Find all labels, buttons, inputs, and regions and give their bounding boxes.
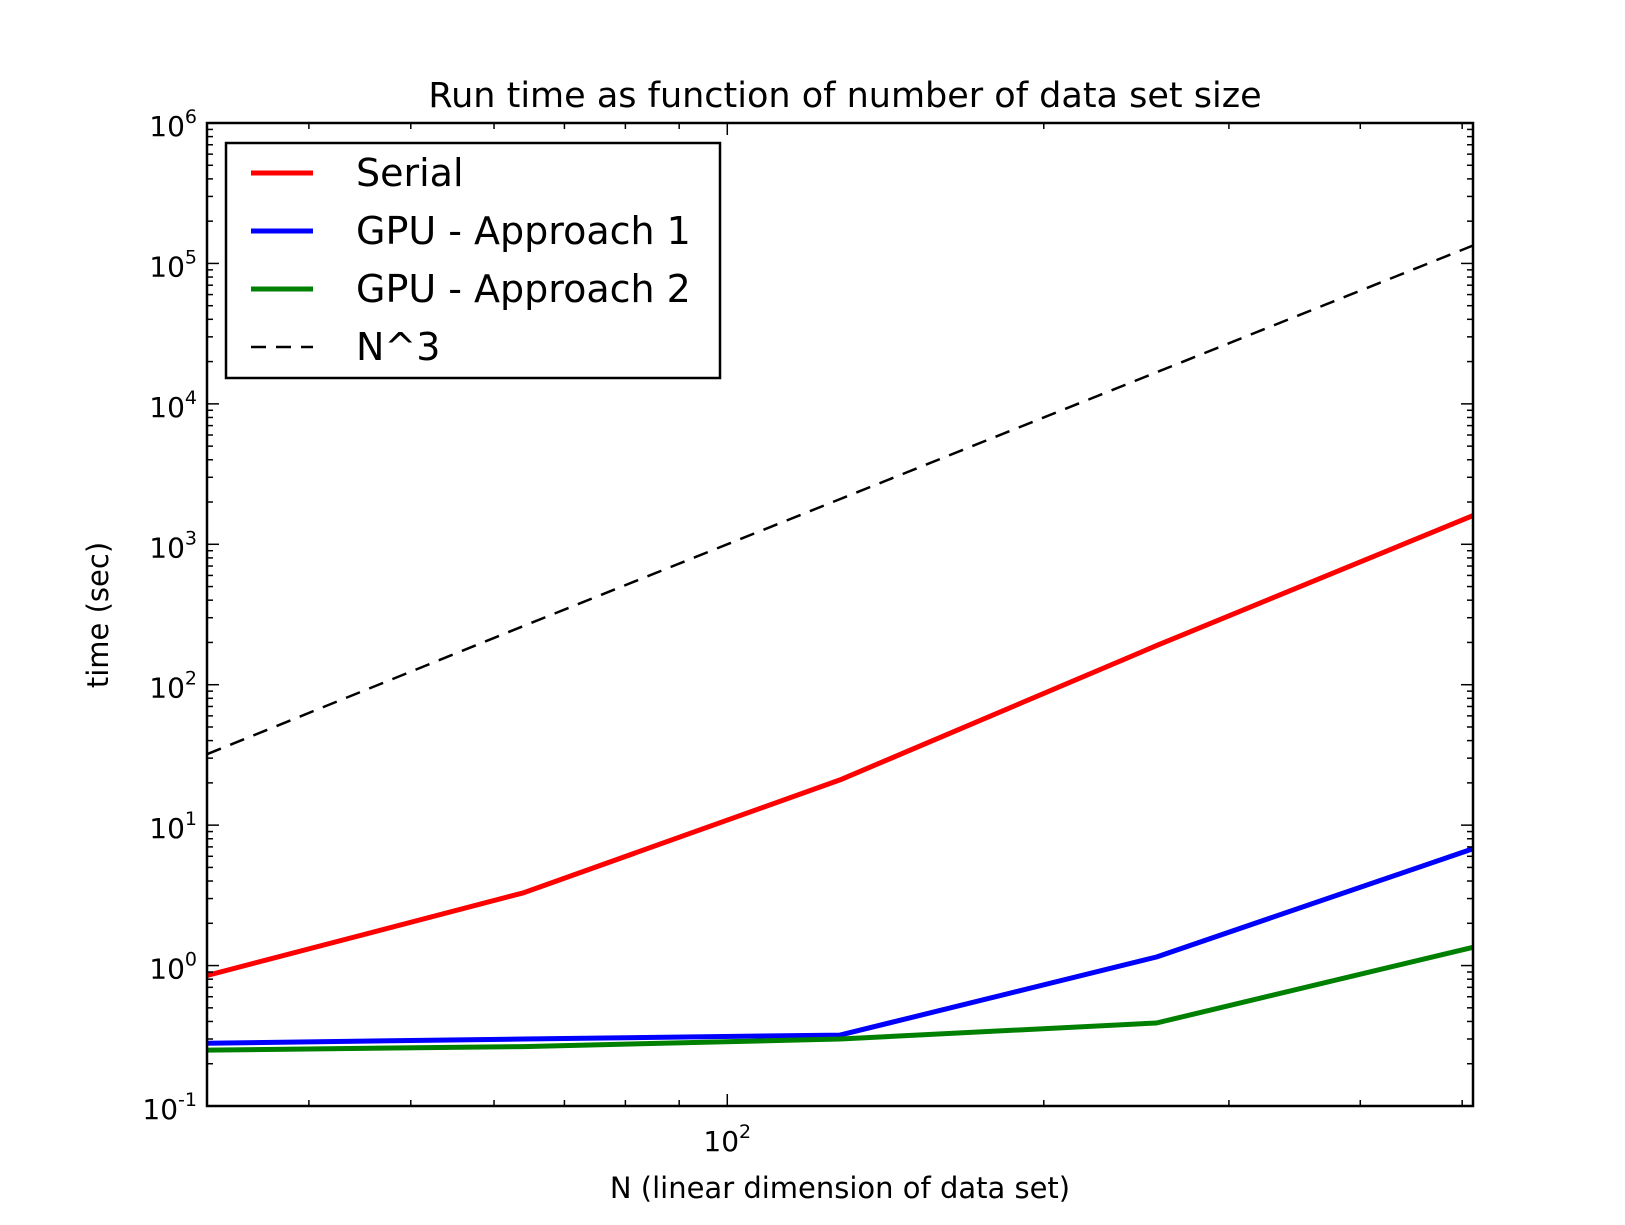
series-line-1 [206, 513, 1474, 978]
legend-box [224, 141, 722, 380]
y-tick-label: 101 [149, 808, 197, 845]
legend-label-4: N^3 [356, 325, 440, 369]
legend-label-1: Serial [356, 151, 464, 195]
plot-frame [205, 121, 1475, 1108]
y-tick-label: 106 [149, 106, 197, 143]
chart-title: Run time as function of number of data s… [428, 76, 1261, 116]
x-axis-label: N (linear dimension of data set) [610, 1171, 1070, 1205]
x-tick-label: 102 [703, 1121, 751, 1158]
series-line-2 [206, 846, 1474, 1046]
legend-label-3: GPU - Approach 2 [356, 267, 691, 311]
y-axis-label: time (sec) [81, 542, 115, 688]
y-tick-label: 103 [149, 527, 197, 564]
y-tick-label: 100 [149, 949, 197, 986]
tick-labels: 10-1 100 101 102 103 104 105 106 102 [142, 106, 751, 1158]
plot-lines [206, 244, 1474, 1053]
y-tick-label: 105 [149, 246, 197, 283]
legend: Serial GPU - Approach 1 GPU - Approach 2 N^… [224, 141, 722, 380]
legend-label-2: GPU - Approach 1 [356, 209, 691, 253]
series-line-4 [206, 244, 1474, 756]
y-tick-label: 102 [149, 668, 197, 705]
series-line-3 [206, 944, 1474, 1053]
y-tick-label: 10-1 [142, 1089, 197, 1126]
y-tick-label: 104 [149, 387, 197, 424]
